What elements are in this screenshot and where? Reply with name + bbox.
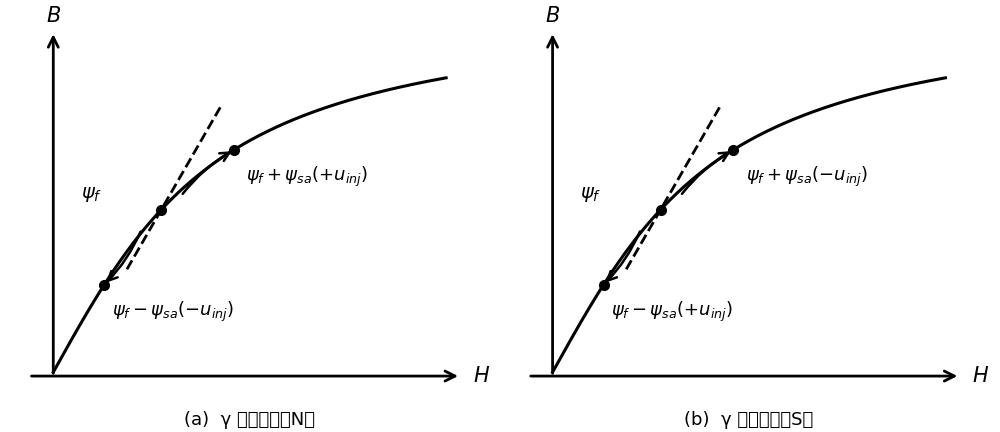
Text: $\psi_{f}-\psi_{sa}(+u_{inj})$: $\psi_{f}-\psi_{sa}(+u_{inj})$ — [611, 300, 733, 324]
Text: $H$: $H$ — [972, 366, 990, 386]
Text: $\psi_{f}+\psi_{sa}(+u_{inj})$: $\psi_{f}+\psi_{sa}(+u_{inj})$ — [246, 165, 368, 190]
Text: (b)  γ 轴对应转子S极: (b) γ 轴对应转子S极 — [684, 411, 814, 429]
Text: $H$: $H$ — [473, 366, 490, 386]
Text: $\psi_{f}$: $\psi_{f}$ — [580, 184, 602, 203]
Text: $B$: $B$ — [545, 6, 560, 25]
Text: (a)  γ 轴对应转子N极: (a) γ 轴对应转子N极 — [184, 411, 315, 429]
Text: $B$: $B$ — [46, 6, 61, 25]
Text: $\psi_{f}$: $\psi_{f}$ — [81, 184, 102, 203]
Text: $\psi_{f}-\psi_{sa}(-u_{inj})$: $\psi_{f}-\psi_{sa}(-u_{inj})$ — [112, 300, 234, 324]
Text: $\psi_{f}+\psi_{sa}(-u_{inj})$: $\psi_{f}+\psi_{sa}(-u_{inj})$ — [746, 165, 868, 190]
